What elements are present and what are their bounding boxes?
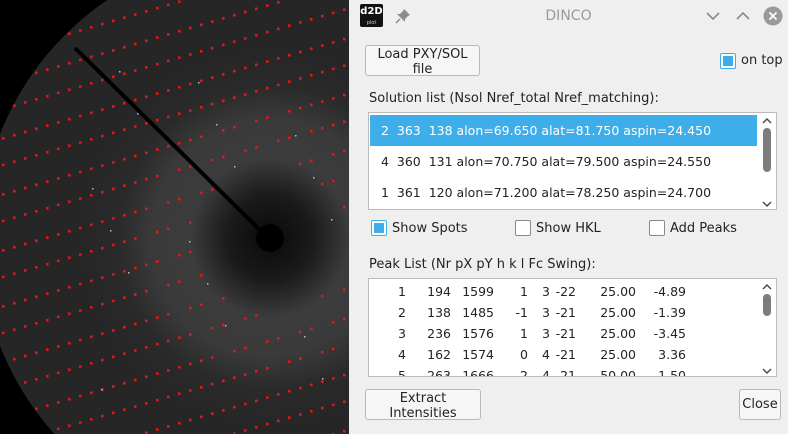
solution-list[interactable]: 2 363 138 alon=69.650 alat=81.750 aspin=… <box>368 112 777 210</box>
peak-list-label: Peak List (Nr pX pY h k l Fc Swing): <box>369 257 596 272</box>
show-spots-checkbox[interactable] <box>371 220 387 236</box>
peak-cell: -1 <box>515 305 528 320</box>
chevron-up-icon[interactable] <box>733 6 753 26</box>
show-spots-label: Show Spots <box>392 221 468 236</box>
peak-cell: 1 <box>398 284 406 299</box>
load-file-button[interactable]: Load PXY/SOL file <box>365 45 480 77</box>
peak-cell: -1.39 <box>653 305 686 320</box>
peak-cell: 3 <box>542 326 550 341</box>
show-hkl-checkbox[interactable] <box>515 220 531 236</box>
chevron-down-icon[interactable] <box>703 6 723 26</box>
scroll-down-icon[interactable] <box>762 200 772 208</box>
peak-cell: -22 <box>555 284 576 299</box>
peak-cell: 3 <box>542 305 550 320</box>
scroll-up-icon[interactable] <box>762 283 772 291</box>
peak-cell: 50.00 <box>600 368 636 377</box>
peak-cell: -4.89 <box>653 284 686 299</box>
peak-cell: 1576 <box>462 326 494 341</box>
scroll-down-icon[interactable] <box>762 367 772 375</box>
solution-item[interactable]: 4 360 131 alon=70.750 alat=79.500 aspin=… <box>381 154 712 169</box>
window-title: DINCO <box>545 8 592 24</box>
scroll-thumb[interactable] <box>763 294 771 316</box>
peak-cell: 1574 <box>462 347 494 362</box>
peak-cell: 162 <box>427 347 451 362</box>
peak-cell: -3.45 <box>653 326 686 341</box>
scroll-thumb[interactable] <box>763 128 771 172</box>
peak-cell: 1485 <box>462 305 494 320</box>
peak-cell: 4 <box>542 347 550 362</box>
peak-cell: 1666 <box>462 368 494 377</box>
peak-cell: 3 <box>398 326 406 341</box>
solution-list-label: Solution list (Nsol Nref_total Nref_matc… <box>369 91 659 106</box>
peak-row[interactable]: 2 138 1485 -1 3 -21 25.00 -1.39 <box>370 303 755 323</box>
peak-cell: 0 <box>520 347 528 362</box>
close-icon[interactable] <box>763 6 783 26</box>
peak-cell: 1 <box>520 326 528 341</box>
peak-cell: 1.50 <box>658 368 686 377</box>
peak-scrollbar[interactable] <box>759 280 775 376</box>
peak-row[interactable]: 3 236 1576 1 3 -21 25.00 -3.45 <box>370 324 755 344</box>
peak-cell: 2 <box>520 368 528 377</box>
diffraction-image-viewer[interactable] <box>0 0 349 434</box>
peak-cell: 263 <box>427 368 451 377</box>
on-top-label: on top <box>741 53 783 68</box>
diffraction-image <box>0 0 349 434</box>
peak-cell: 25.00 <box>600 284 636 299</box>
pin-icon[interactable] <box>395 8 411 24</box>
app-logo: d2D plot <box>360 4 383 27</box>
peak-cell: 194 <box>427 284 451 299</box>
peak-cell: 5 <box>398 368 406 377</box>
beamstop <box>256 224 284 252</box>
peak-cell: 25.00 <box>600 305 636 320</box>
peak-cell: -21 <box>555 347 576 362</box>
peak-cell: 4 <box>542 368 550 377</box>
peak-cell: 1599 <box>462 284 494 299</box>
peak-list[interactable]: 1 194 1599 1 3 -22 25.00 -4.89 2 138 1485 -1 3 -21 25.… <box>368 278 777 377</box>
peak-cell: 138 <box>427 305 451 320</box>
solution-scrollbar[interactable] <box>759 114 775 209</box>
peak-cell: 4 <box>398 347 406 362</box>
peak-cell: 3.36 <box>658 347 686 362</box>
peak-cell: -21 <box>555 326 576 341</box>
peak-row[interactable]: 4 162 1574 0 4 -21 25.00 3.36 <box>370 345 755 365</box>
peak-row[interactable]: 1 194 1599 1 3 -22 25.00 -4.89 <box>370 282 755 302</box>
peak-cell: 25.00 <box>600 347 636 362</box>
title-bar[interactable]: d2D plot DINCO <box>349 0 788 32</box>
peak-cell: 236 <box>427 326 451 341</box>
on-top-checkbox[interactable] <box>720 53 736 69</box>
add-peaks-label: Add Peaks <box>670 221 737 236</box>
extract-intensities-button[interactable]: Extract Intensities <box>365 389 481 421</box>
show-hkl-label: Show HKL <box>536 221 601 236</box>
add-peaks-checkbox[interactable] <box>649 220 665 236</box>
solution-item[interactable]: 1 361 120 alon=71.200 alat=78.250 aspin=… <box>381 185 712 200</box>
peak-cell: -21 <box>555 368 576 377</box>
peak-cell: 1 <box>520 284 528 299</box>
solution-item[interactable]: 2 363 138 alon=69.650 alat=81.750 aspin=… <box>370 115 757 146</box>
peak-cell: -21 <box>555 305 576 320</box>
dinco-dialog: d2D plot DINCO Load PXY/SOL file on top S… <box>349 0 788 434</box>
close-button[interactable]: Close <box>739 389 781 420</box>
peak-cell: 25.00 <box>600 326 636 341</box>
peak-cell: 3 <box>542 284 550 299</box>
peak-row[interactable]: 5 263 1666 2 4 -21 50.00 1.50 <box>370 366 755 377</box>
peak-cell: 2 <box>398 305 406 320</box>
beamstop-arm <box>73 46 267 237</box>
scroll-up-icon[interactable] <box>762 117 772 125</box>
